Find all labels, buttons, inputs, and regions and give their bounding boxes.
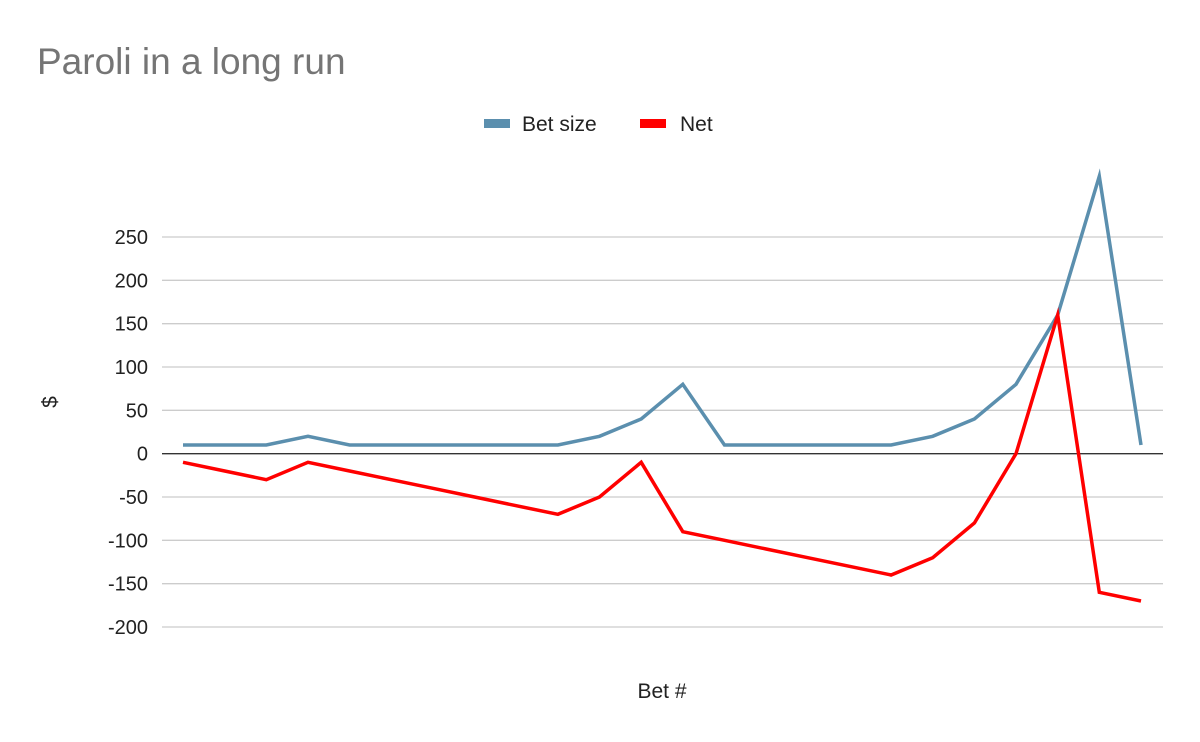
chart-title: Paroli in a long run (37, 41, 346, 82)
legend-label: Net (680, 113, 713, 136)
y-tick-label: -200 (108, 617, 148, 639)
series-line-net (182, 307, 1142, 603)
y-tick-label: 150 (115, 314, 148, 336)
legend: Bet size Net (484, 113, 713, 136)
y-tick-label: -150 (108, 574, 148, 596)
x-axis-label: Bet # (637, 680, 686, 703)
gridlines (162, 236, 1163, 628)
series-lines (182, 168, 1143, 603)
y-tick-label: -100 (108, 530, 148, 552)
y-axis-label: $ (39, 396, 62, 408)
y-tick-label: -50 (119, 487, 148, 509)
series-line-bet-size (183, 168, 1143, 447)
y-tick-label: 50 (126, 400, 148, 422)
y-tick-label: 250 (115, 227, 148, 249)
y-axis-ticks: 250 200 150 100 50 0 -50 -100 -150 -200 (108, 227, 148, 639)
y-tick-label: 200 (115, 270, 148, 292)
legend-swatch (640, 119, 666, 128)
y-tick-label: 100 (115, 357, 148, 379)
legend-swatch (484, 119, 510, 128)
y-tick-label: 0 (137, 444, 148, 466)
legend-label: Bet size (522, 113, 597, 136)
